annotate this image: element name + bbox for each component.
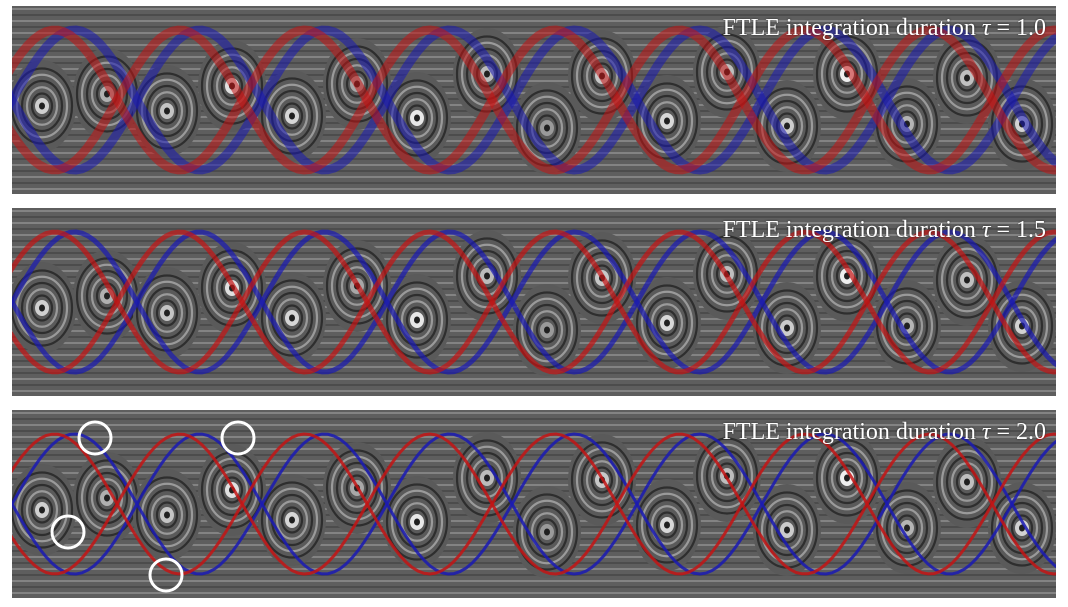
caption-prefix: FTLE integration duration: [722, 15, 976, 41]
streamline: [12, 447, 1056, 452]
vortex: [133, 65, 201, 157]
streamline: [12, 383, 1056, 387]
streamline: [12, 459, 1056, 463]
streamline: [12, 377, 1056, 382]
flow-visualization: [12, 6, 1056, 194]
vortex: [633, 479, 701, 571]
ftle-panel-tau-1-5: FTLE integration duration τ = 1.5: [12, 208, 1056, 396]
tau-symbol: τ: [981, 217, 991, 243]
vortex: [133, 469, 201, 561]
vortex: [873, 482, 941, 574]
forward-ftle-ridge: [12, 229, 1056, 375]
ftle-panel-tau-2-0: FTLE integration duration τ = 2.0: [12, 410, 1056, 598]
backward-ftle-ridge: [12, 25, 1056, 175]
caption-prefix: FTLE integration duration: [722, 419, 976, 445]
tau-value: 1.0: [1016, 15, 1046, 41]
streamline: [12, 389, 1056, 393]
marker-circle: [148, 557, 184, 593]
forward-ftle-ridge: [12, 432, 1056, 576]
streamline: [12, 591, 1056, 595]
streamline: [12, 257, 1056, 261]
vortex: [513, 486, 581, 578]
equals-sign: =: [996, 419, 1010, 445]
vortex: [258, 272, 326, 364]
tau-symbol: τ: [981, 15, 991, 41]
streamline: [12, 187, 1056, 191]
ftle-panel-tau-1-0: FTLE integration duration τ = 1.0: [12, 6, 1056, 194]
forward-ftle-ridge: [12, 25, 1056, 175]
panel-caption: FTLE integration duration τ = 2.0: [723, 418, 1046, 446]
vortex: [383, 274, 451, 366]
marker-circle: [50, 514, 86, 550]
streamline: [12, 585, 1056, 589]
panel-caption: FTLE integration duration τ = 1.0: [723, 14, 1046, 42]
forward-ftle-ridge: [12, 25, 1056, 175]
backward-ftle-ridge: [12, 432, 1056, 576]
backward-ftle-ridge: [12, 229, 1056, 375]
forward-ftle-ridge: [12, 432, 1056, 576]
streamline: [12, 175, 1056, 180]
vortex: [633, 277, 701, 369]
flow-visualization: [12, 208, 1056, 396]
streamline: [12, 579, 1056, 584]
caption-prefix: FTLE integration duration: [722, 217, 976, 243]
vortex: [258, 474, 326, 566]
tau-symbol: τ: [981, 419, 991, 445]
streamline: [12, 181, 1056, 185]
vortex: [753, 484, 821, 576]
tau-value: 1.5: [1016, 217, 1046, 243]
backward-ftle-ridge: [12, 432, 1056, 576]
tau-value: 2.0: [1016, 419, 1046, 445]
vortex: [73, 452, 141, 544]
backward-ftle-ridge: [12, 229, 1056, 375]
panel-caption: FTLE integration duration τ = 1.5: [723, 216, 1046, 244]
equals-sign: =: [996, 217, 1010, 243]
flow-visualization: [12, 410, 1056, 598]
vortex: [988, 482, 1056, 574]
backward-ftle-ridge: [12, 25, 1056, 175]
marker-circle: [220, 420, 256, 456]
vortex: [513, 284, 581, 376]
marker-circle: [77, 420, 113, 456]
forward-ftle-ridge: [12, 229, 1056, 375]
equals-sign: =: [996, 15, 1010, 41]
